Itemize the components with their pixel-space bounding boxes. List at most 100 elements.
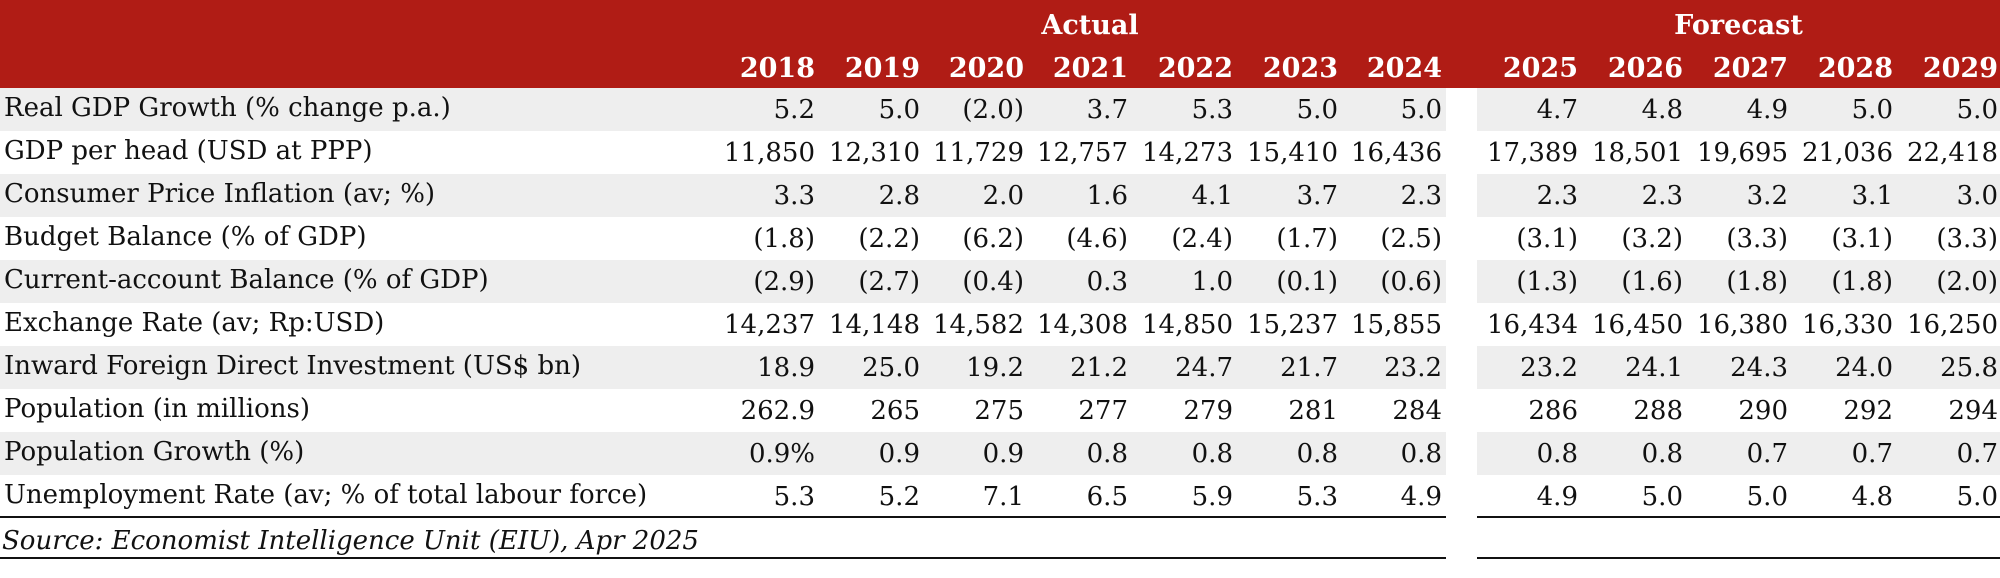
table-cell: 14,308 [1037,310,1128,340]
table-cell: 0.8 [1641,439,1683,469]
table-cell: 5.3 [1296,482,1338,512]
row-label: Real GDP Growth (% change p.a.) [4,93,451,123]
table-cell: 5.0 [1851,95,1893,125]
table-cell: 16,450 [1592,310,1683,340]
table-cell: 5.2 [878,482,920,512]
table-cell: 18,501 [1592,138,1683,168]
table-cell: 15,855 [1351,310,1442,340]
table-cell: (3.1) [1516,224,1578,254]
table-cell: (1.8) [1726,267,1788,297]
year-header: 2018 [739,53,815,84]
table-cell: 2.0 [982,181,1024,211]
row-label: Population (in millions) [4,394,310,424]
year-header: 2024 [1366,53,1442,84]
table-cell: 5.0 [1641,482,1683,512]
year-header: 2028 [1817,53,1893,84]
table-cell: 4.9 [1746,95,1788,125]
table-cell: 14,273 [1142,138,1233,168]
table-row: Exchange Rate (av; Rp:USD) 14,237 14,148 14… [0,303,2000,346]
table-cell: 21.2 [1070,353,1128,383]
actual-group-label: Actual [1041,10,1139,41]
table-cell: 292 [1843,396,1893,426]
table-cell: 3.3 [773,181,815,211]
table-cell: (3.1) [1831,224,1893,254]
table-cell: 5.3 [1191,95,1233,125]
table-cell: 11,850 [724,138,815,168]
table-cell: 19,695 [1697,138,1788,168]
bottom-rule-right [1477,516,2000,518]
year-header: 2020 [948,53,1024,84]
table-cell: 11,729 [933,138,1024,168]
table-cell: 0.9 [878,439,920,469]
table-cell: (3.3) [1936,224,1998,254]
table-cell: 24.1 [1625,353,1683,383]
table-cell: 0.7 [1746,439,1788,469]
table-cell: (3.3) [1726,224,1788,254]
forecast-group-label: Forecast [1674,10,1803,41]
table-cell: 4.9 [1536,482,1578,512]
year-header: 2025 [1502,53,1578,84]
table-row: Inward Foreign Direct Investment (US$ bn… [0,346,2000,389]
table-cell: 14,237 [724,310,815,340]
table-cell: 284 [1392,396,1442,426]
row-label: Budget Balance (% of GDP) [4,222,367,252]
row-label: Population Growth (%) [4,437,305,467]
table-cell: 24.7 [1175,353,1233,383]
table-cell: (2.4) [1171,224,1233,254]
table-cell: 3.0 [1956,181,1998,211]
table-cell: (3.2) [1621,224,1683,254]
table-cell: 21,036 [1802,138,1893,168]
table-cell: 0.8 [1400,439,1442,469]
table-cell: 24.3 [1730,353,1788,383]
table-cell: 6.5 [1086,482,1128,512]
row-label: Exchange Rate (av; Rp:USD) [4,308,385,338]
table-cell: (2.7) [858,267,920,297]
table-cell: 294 [1948,396,1998,426]
table-cell: 21.7 [1280,353,1338,383]
table-cell: (2.0) [962,95,1024,125]
column-gap [1446,346,1477,389]
table-cell: 15,237 [1247,310,1338,340]
column-gap [1446,389,1477,432]
table-cell: 16,330 [1802,310,1893,340]
table-cell: 281 [1288,396,1338,426]
column-gap [1446,131,1477,174]
table-cell: 15,410 [1247,138,1338,168]
table-cell: 0.8 [1536,439,1578,469]
table-cell: 2.8 [878,181,920,211]
source-rule-right [1477,557,2000,559]
table-cell: 0.9 [982,439,1024,469]
table-cell: 5.0 [1400,95,1442,125]
table-cell: 16,436 [1351,138,1442,168]
table-cell: 288 [1633,396,1683,426]
table-cell: (2.0) [1936,267,1998,297]
table-cell: (0.6) [1380,267,1442,297]
table-cell: 286 [1528,396,1578,426]
table-cell: 14,850 [1142,310,1233,340]
table-row: Budget Balance (% of GDP) (1.8) (2.2) (6.2)… [0,217,2000,260]
table-cell: 5.0 [1746,482,1788,512]
table-cell: (2.5) [1380,224,1442,254]
table-row: Real GDP Growth (% change p.a.) 5.2 5.0 (2.… [0,88,2000,131]
table-cell: 16,434 [1487,310,1578,340]
table-cell: (1.8) [753,224,815,254]
year-header: 2029 [1922,53,1998,84]
table-cell: 0.8 [1296,439,1338,469]
table-cell: 4.9 [1400,482,1442,512]
year-header: 2022 [1157,53,1233,84]
column-gap [1446,432,1477,475]
table-cell: 18.9 [757,353,815,383]
table-cell: 0.7 [1956,439,1998,469]
table-cell: 0.8 [1191,439,1233,469]
table-cell: 5.2 [773,95,815,125]
year-header: 2019 [844,53,920,84]
table-row: GDP per head (USD at PPP) 11,850 12,310 11,… [0,131,2000,174]
table-cell: (4.6) [1066,224,1128,254]
table-cell: (1.6) [1621,267,1683,297]
table-cell: 16,380 [1697,310,1788,340]
table-cell: 4.7 [1536,95,1578,125]
table-cell: 2.3 [1536,181,1578,211]
table-cell: (2.9) [753,267,815,297]
table-cell: (1.3) [1516,267,1578,297]
column-gap [1446,88,1477,131]
